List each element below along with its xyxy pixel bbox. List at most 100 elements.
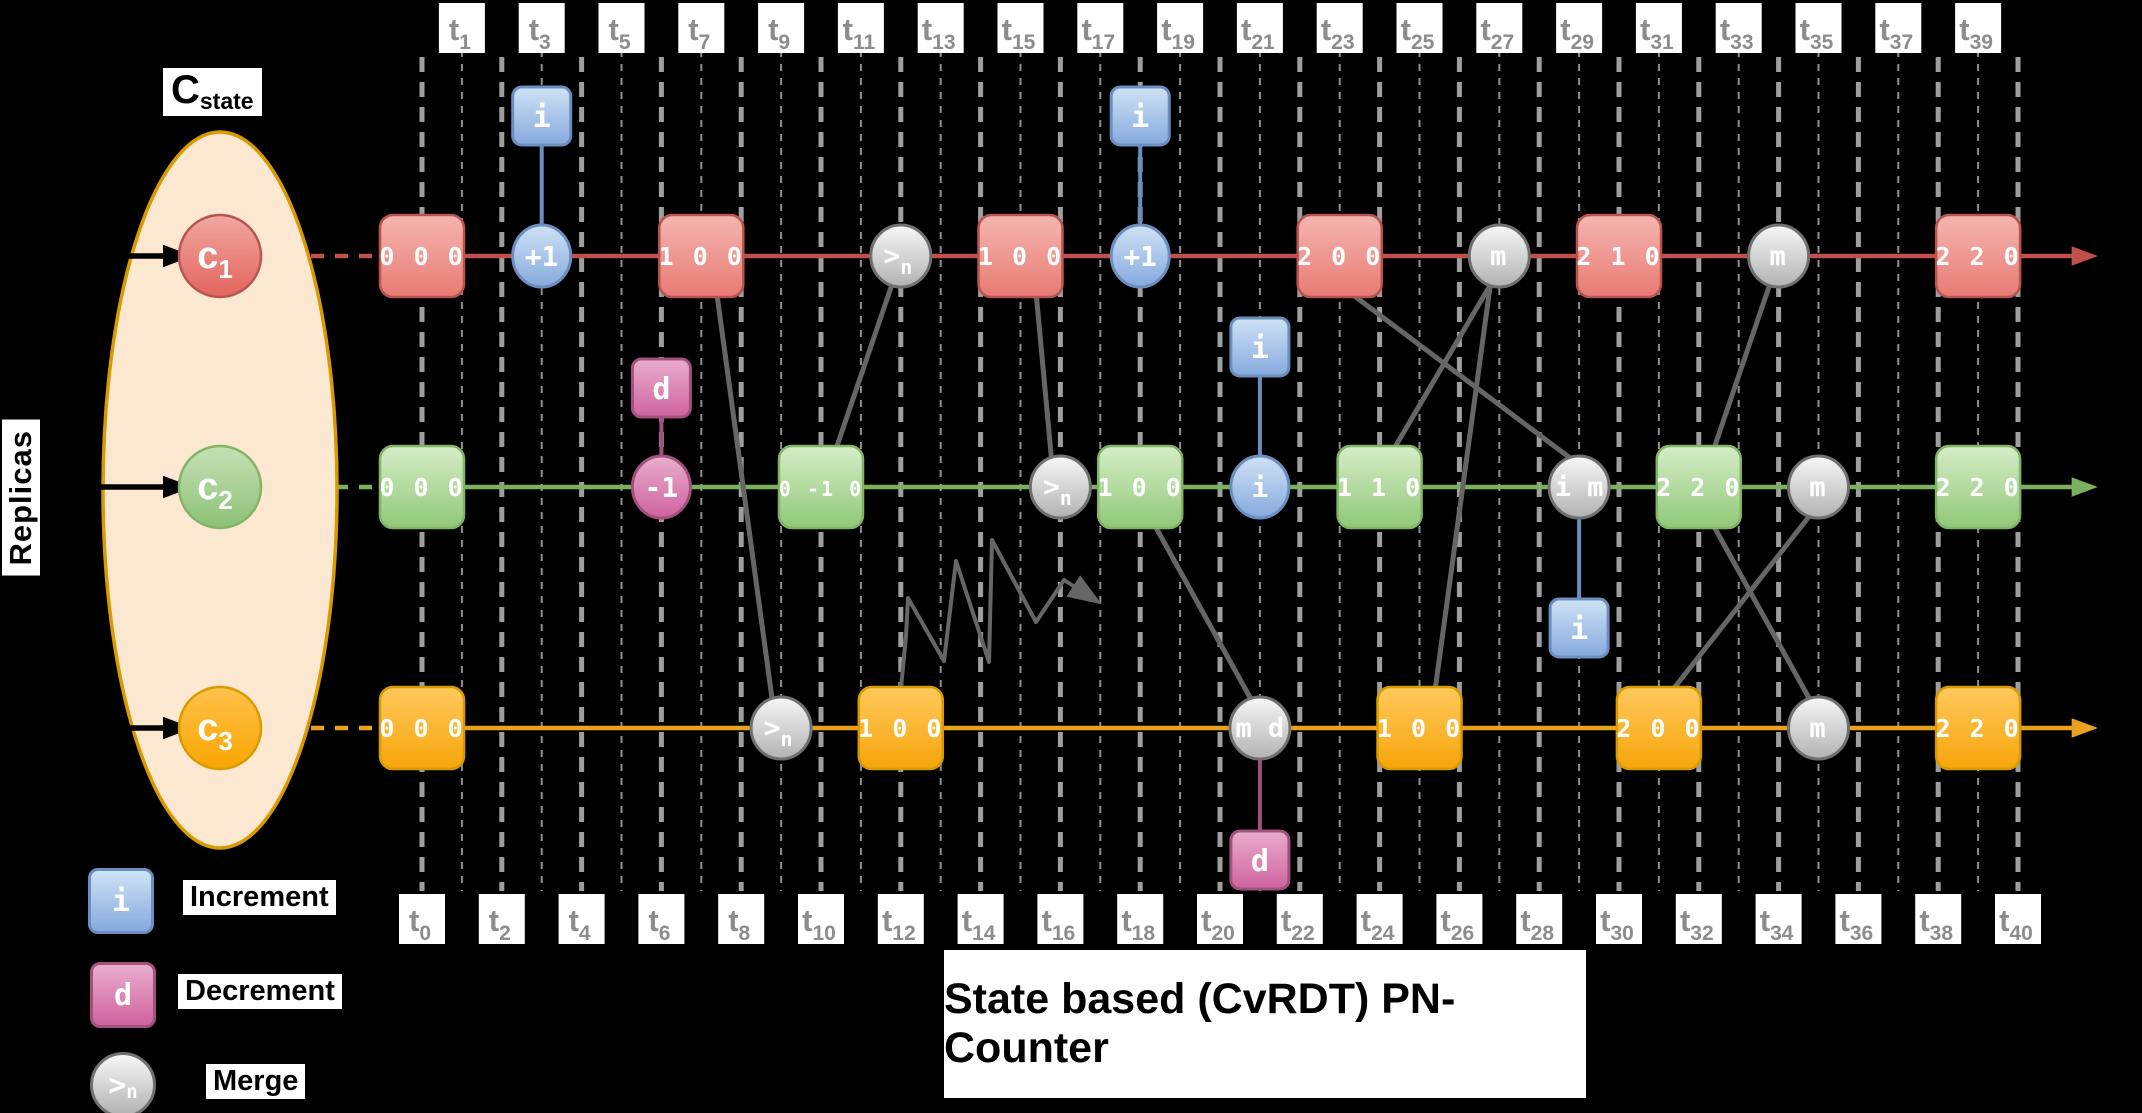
time-grid [419,50,2021,891]
svg-text:t10: t10 [802,903,836,945]
cstate-main: C [171,68,200,112]
merge-node-c2-t16: >n [1028,454,1092,520]
merge-link-c3t25-c1t27 [1433,282,1493,690]
merge-node-c3-t9: >n [749,695,813,761]
svg-text:t7: t7 [688,12,710,54]
merge-node-c3-t21: m d [1228,695,1292,761]
svg-text:t9: t9 [768,12,790,54]
time-label-top-t37: t37 [1875,3,1922,54]
legend-label-decrement: Decrement [178,974,342,1009]
state-box-c1-t39: 2 2 0 [1934,213,2022,299]
svg-text:i m: i m [1555,472,1604,503]
time-label-top-t35: t35 [1795,3,1842,54]
time-label-top-t5: t5 [598,3,645,54]
replica-circle-c3: c3 [177,685,263,771]
state-box-c2-t24: 1 1 0 [1336,444,1423,530]
svg-text:2 2 0: 2 2 0 [1935,242,2020,271]
svg-text:t27: t27 [1480,12,1514,54]
svg-text:2 2 0: 2 2 0 [1656,473,1741,502]
merge-icon: > n [90,1052,156,1113]
svg-text:c3: c3 [197,707,233,756]
svg-text:t28: t28 [1520,903,1554,945]
time-label-bottom-t38: t38 [1915,894,1962,945]
merge-node-c3-t35: m [1787,695,1850,761]
time-label-top-t31: t31 [1635,3,1682,54]
svg-text:t26: t26 [1441,903,1475,945]
merge-node-c1-t34: m [1747,223,1811,289]
merge-node-c2-t29: i m [1547,454,1611,520]
svg-text:i: i [1131,100,1149,135]
time-label-bottom-t10: t10 [798,894,844,945]
diagram-title: State based (CvRDT) PN-Counter [944,950,1586,1098]
time-label-bottom-t32: t32 [1675,894,1722,945]
state-box-c3-t39: 2 2 0 [1934,685,2022,771]
svg-text:2 2 0: 2 2 0 [1935,714,2020,743]
svg-text:d: d [652,372,670,407]
svg-text:t4: t4 [569,903,591,945]
svg-text:t1: t1 [449,12,471,54]
svg-text:t21: t21 [1241,12,1275,54]
state-box-c2-t39: 2 2 0 [1934,444,2022,530]
time-label-top-t21: t21 [1236,3,1283,54]
time-label-bottom-t8: t8 [718,894,765,945]
svg-text:t8: t8 [728,903,750,945]
svg-text:t19: t19 [1161,12,1195,54]
svg-text:t33: t33 [1720,12,1754,54]
state-box-c2-t32: 2 2 0 [1655,444,1743,530]
merge-link-c2t32-c3t35 [1712,525,1812,702]
time-label-top-t39: t39 [1955,3,2002,54]
time-label-top-t15: t15 [997,3,1044,54]
svg-text:t3: t3 [529,12,551,54]
increment-icon: i [88,868,154,934]
op-node-c1-t3: +1 [511,223,573,289]
svg-text:t15: t15 [1002,12,1036,54]
svg-text:1 0 0: 1 0 0 [659,242,744,271]
svg-text:i: i [533,100,551,135]
merge-link-c2t10-c1t12 [834,282,895,449]
time-label-bottom-t22: t22 [1276,894,1323,945]
svg-text:i: i [1251,331,1269,366]
svg-text:d: d [1251,844,1269,879]
state-box-c3-t25: 1 0 0 [1376,685,1463,771]
svg-text:t37: t37 [1879,12,1913,54]
time-label-bottom-t30: t30 [1596,894,1642,945]
svg-text:t40: t40 [1999,903,2033,945]
merge-link-c2t32-c1t34 [1712,282,1773,449]
decrement-icon: d [90,962,156,1028]
svg-text:m: m [1809,472,1827,503]
svg-text:t12: t12 [882,903,916,945]
svg-text:t0: t0 [409,903,431,945]
state-box-c3-t12: 1 0 0 [857,685,945,771]
svg-text:0 0 0: 0 0 0 [379,242,464,271]
svg-text:t34: t34 [1760,903,1794,945]
svg-text:t29: t29 [1560,12,1594,54]
legend-label-merge: Merge [206,1064,306,1099]
svg-text:2 2 0: 2 2 0 [1935,473,2020,502]
time-label-bottom-t0: t0 [399,894,445,945]
merge-link-c2t18-c3t21 [1153,525,1254,702]
time-label-top-t19: t19 [1157,3,1204,54]
time-label-bottom-t28: t28 [1516,894,1563,945]
svg-text:0 -1 0: 0 -1 0 [779,477,863,501]
svg-text:>n: >n [1043,470,1072,510]
svg-text:1 0 0: 1 0 0 [858,714,943,743]
merge-node-c1-t12: >n [869,223,933,289]
svg-text:2 0 0: 2 0 0 [1297,242,1382,271]
svg-text:0 0 0: 0 0 0 [379,714,464,743]
time-label-top-t7: t7 [678,3,725,54]
svg-text:i: i [1570,612,1588,647]
time-label-bottom-t18: t18 [1117,894,1164,945]
time-label-top-t13: t13 [917,3,964,54]
time-label-top-t25: t25 [1396,3,1443,54]
svg-text:+1: +1 [1123,240,1157,273]
svg-text:>n: >n [883,239,912,279]
svg-text:t31: t31 [1640,12,1674,54]
svg-text:t30: t30 [1600,903,1634,945]
svg-text:t22: t22 [1281,903,1315,945]
svg-text:t24: t24 [1361,903,1395,945]
svg-text:t17: t17 [1081,12,1115,54]
time-label-bottom-t24: t24 [1356,894,1403,945]
time-label-bottom-t16: t16 [1037,894,1084,945]
replica-circle-c2: c2 [177,444,263,530]
